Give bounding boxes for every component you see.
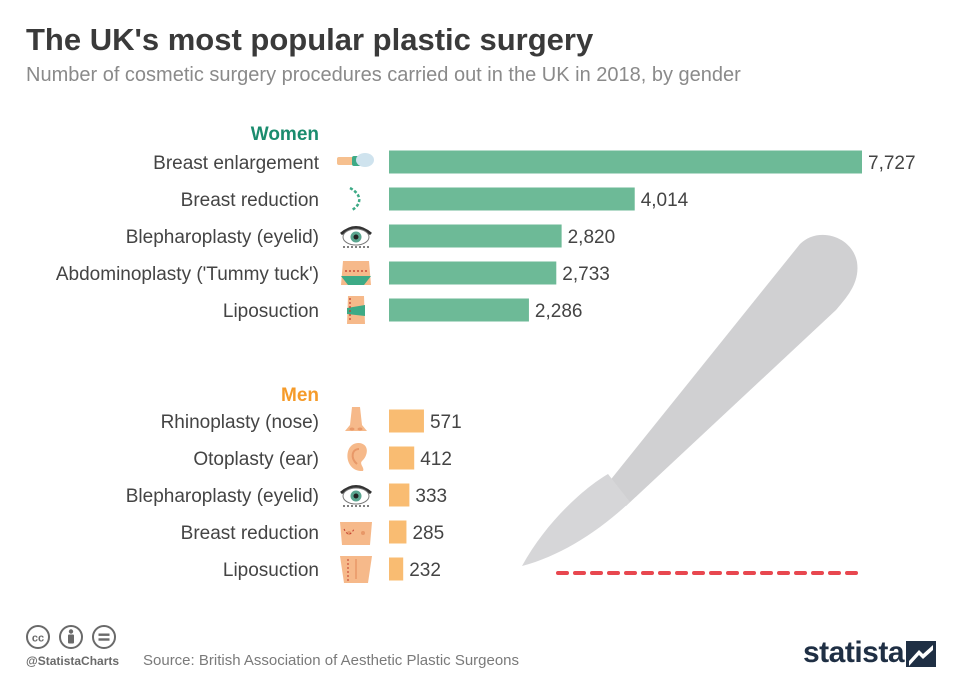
group-heading: Women <box>251 124 319 145</box>
category-label: Blepharoplasty (eyelid) <box>126 227 319 248</box>
nostril-left <box>349 427 355 431</box>
bar <box>389 150 862 174</box>
men-group: Men Rhinoplasty (nose) 571 Otoplasty (ear) 4… <box>126 385 462 583</box>
bar <box>389 224 562 248</box>
value-label: 285 <box>412 523 444 544</box>
bar <box>389 409 424 433</box>
value-label: 571 <box>430 412 462 433</box>
bar <box>389 557 404 581</box>
value-label: 2,733 <box>562 264 610 285</box>
underwear <box>347 305 365 316</box>
category-label: Liposuction <box>223 560 319 581</box>
attribution-icon <box>59 625 83 649</box>
value-label: 232 <box>409 560 441 581</box>
pupil <box>353 493 359 499</box>
category-label: Otoplasty (ear) <box>193 449 319 470</box>
ear-shape <box>347 442 367 472</box>
hip-icon <box>347 296 365 324</box>
bar <box>389 483 410 507</box>
category-label: Blepharoplasty (eyelid) <box>126 486 319 507</box>
category-label: Breast reduction <box>181 523 319 544</box>
ear-fold <box>351 448 360 465</box>
category-label: Breast enlargement <box>153 153 320 174</box>
chart-subtitle: Number of cosmetic surgery procedures ca… <box>26 64 741 86</box>
chest-icon <box>340 522 372 545</box>
license-icons: cc <box>26 625 116 649</box>
cc-icon: cc <box>26 625 50 649</box>
implant-shape <box>356 153 374 167</box>
bar <box>389 446 415 470</box>
chart-title: The UK's most popular plastic surgery <box>26 22 594 57</box>
scalpel-handle <box>604 234 858 506</box>
value-label: 4,014 <box>641 190 689 211</box>
value-label: 333 <box>415 486 447 507</box>
bar <box>389 261 557 285</box>
no-derivatives-icon <box>92 625 116 649</box>
nose-shape <box>345 407 367 431</box>
bar <box>389 298 529 322</box>
source-note: Source: British Association of Aesthetic… <box>143 652 520 669</box>
underwear <box>341 276 371 285</box>
svg-text:cc: cc <box>32 633 44 645</box>
pupil <box>353 234 359 240</box>
category-label: Liposuction <box>223 301 319 322</box>
category-label: Breast reduction <box>181 190 319 211</box>
value-label: 2,820 <box>568 227 616 248</box>
bar <box>389 520 407 544</box>
category-label: Abdominoplasty ('Tummy tuck') <box>56 264 319 285</box>
women-group: Women Breast enlargement 7,727 Breast reduc… <box>56 124 916 324</box>
group-heading: Men <box>281 385 319 406</box>
eye-icon <box>340 485 372 507</box>
eye-icon <box>340 226 372 248</box>
statista-wordmark: statista <box>803 636 905 669</box>
scalpel-blade <box>522 474 630 566</box>
eyelid <box>340 485 372 495</box>
torso-icon <box>340 556 372 583</box>
incision-mark <box>343 528 355 535</box>
abdomen-icon <box>341 261 371 285</box>
eyelid <box>340 226 372 236</box>
bar <box>389 187 635 211</box>
statista-logo-icon <box>906 641 936 667</box>
scalpel-illustration <box>522 234 864 575</box>
breast-reduction-icon <box>349 186 361 212</box>
value-label: 2,286 <box>535 301 583 322</box>
nose-icon <box>345 407 367 431</box>
contour-line <box>349 186 361 212</box>
nostril-right <box>357 427 363 431</box>
breast-enlargement-icon <box>337 153 374 167</box>
nipple-left <box>347 531 351 535</box>
chest-skin <box>340 522 372 545</box>
category-label: Rhinoplasty (nose) <box>161 412 319 433</box>
value-label: 7,727 <box>868 153 916 174</box>
statista-handle: @StatistaCharts <box>26 654 120 668</box>
nipple-right <box>361 531 365 535</box>
value-label: 412 <box>420 449 452 470</box>
implant-syringe <box>337 157 355 165</box>
ear-icon <box>347 442 367 472</box>
